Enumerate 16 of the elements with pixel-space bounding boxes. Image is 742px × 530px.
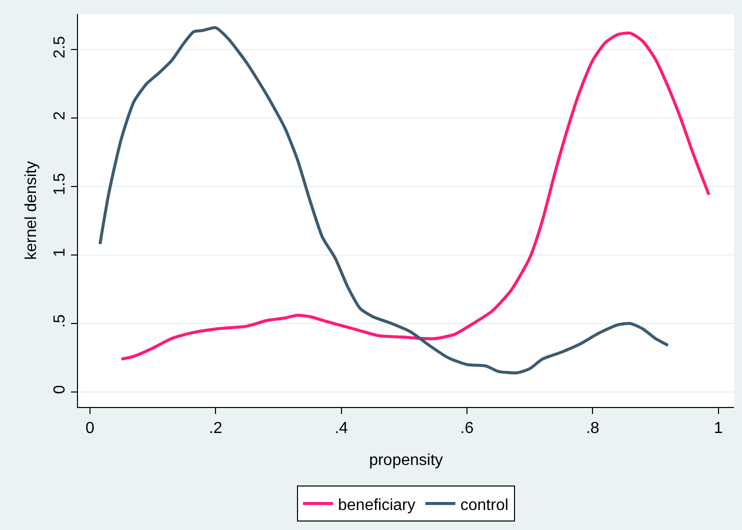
x-tick-label: 0	[85, 420, 94, 438]
y-tick-label: .5	[52, 314, 69, 328]
x-tick-label: .2	[208, 420, 222, 438]
y-axis-title: kernel density	[23, 161, 40, 260]
x-tick-label: .8	[586, 420, 600, 438]
x-tick-label: .6	[460, 420, 474, 438]
x-tick-label: 1	[714, 420, 723, 438]
x-tick-label: .4	[334, 420, 348, 438]
y-tick-label: 2	[52, 111, 69, 120]
y-tick-label: 1	[52, 248, 69, 258]
x-axis-title: propensity	[369, 452, 443, 469]
y-tick-label: 1.5	[52, 172, 69, 196]
y-tick-label: 2.5	[52, 36, 69, 58]
legend-label: beneficiary	[338, 496, 416, 514]
legend-label: control	[460, 496, 508, 514]
y-tick-label: 0	[52, 384, 69, 394]
